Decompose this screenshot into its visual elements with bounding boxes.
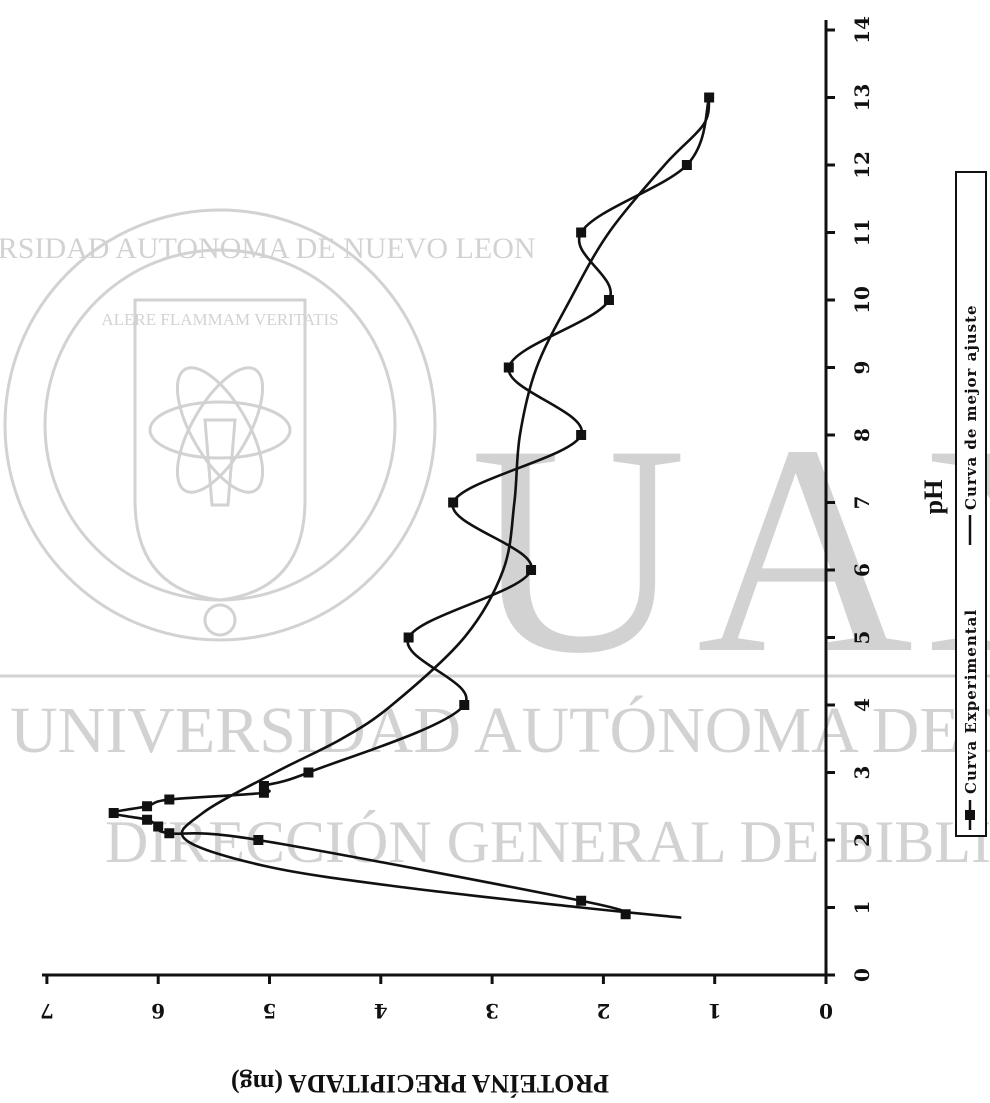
y-axis-title: PROTEÍNA PRECIPITADA (mg) bbox=[231, 1069, 609, 1098]
fit-curve bbox=[180, 97, 711, 919]
protein-tick-label: 6 bbox=[151, 999, 165, 1023]
experimental-point bbox=[164, 794, 175, 805]
protein-tick-label: 3 bbox=[485, 999, 499, 1023]
watermark-line-1: UNIVERSIDAD AUTÓNOMA DE NUEV bbox=[10, 694, 990, 767]
legend: Curva Experimental Curva de mejor ajuste bbox=[955, 171, 987, 837]
ph-tick-label: 11 bbox=[850, 219, 874, 247]
ph-tick-label: 8 bbox=[850, 428, 874, 442]
protein-tick-label: 7 bbox=[40, 999, 54, 1023]
protein-tick-label: 1 bbox=[708, 999, 722, 1023]
experimental-point bbox=[303, 767, 314, 778]
experimental-point bbox=[142, 814, 153, 825]
experimental-point bbox=[576, 227, 587, 238]
experimental-point bbox=[704, 92, 715, 103]
ph-tick-label: 3 bbox=[850, 766, 874, 780]
experimental-point bbox=[503, 362, 514, 373]
ph-tick-label: 9 bbox=[850, 361, 874, 375]
ph-tick-label: 7 bbox=[850, 496, 874, 510]
experimental-point bbox=[459, 700, 470, 710]
protein-tick-label: 4 bbox=[374, 999, 388, 1023]
experimental-point bbox=[576, 895, 587, 906]
university-seal bbox=[3, 208, 437, 642]
experimental-point bbox=[620, 909, 631, 920]
x-axis-title: pH bbox=[919, 480, 948, 515]
protein-tick-label: 5 bbox=[263, 999, 277, 1023]
ph-tick-label: 4 bbox=[850, 698, 874, 712]
experimental-point bbox=[526, 565, 537, 575]
ph-tick-label: 14 bbox=[850, 16, 874, 44]
watermark: UNIVERSIDAD AUTONOMA DE NUEVO LEON ALERE… bbox=[0, 208, 990, 875]
legend-box bbox=[955, 171, 987, 837]
experimental-point bbox=[403, 632, 414, 643]
watermark-big-letters: UAN bbox=[470, 383, 990, 715]
experimental-point bbox=[108, 808, 119, 818]
legend-experimental-label: Curva Experimental bbox=[962, 609, 980, 794]
ph-tick-label: 10 bbox=[850, 286, 874, 314]
ph-tick-label: 1 bbox=[850, 901, 874, 915]
experimental-point bbox=[153, 821, 164, 832]
seal-motto: ALERE FLAMMAM VERITATIS bbox=[101, 310, 338, 329]
experimental-point bbox=[448, 497, 459, 508]
ph-tick-label: 12 bbox=[850, 151, 874, 179]
legend-experimental-marker bbox=[965, 810, 975, 820]
experimental-point bbox=[576, 430, 587, 440]
experimental-point bbox=[253, 835, 264, 845]
protein-tick-label: 0 bbox=[819, 999, 833, 1023]
ph-tick-label: 6 bbox=[850, 563, 874, 577]
experimental-point bbox=[164, 828, 175, 839]
seal-ring-text: UNIVERSIDAD AUTONOMA DE NUEVO LEON bbox=[0, 232, 536, 265]
experimental-point bbox=[142, 801, 153, 812]
legend-fit-label: Curva de mejor ajuste bbox=[962, 304, 980, 510]
experimental-point bbox=[258, 781, 269, 791]
experimental-point bbox=[681, 160, 692, 170]
ph-tick-label: 5 bbox=[850, 631, 874, 645]
experimental-point bbox=[258, 787, 269, 798]
protein-tick-label: 2 bbox=[596, 999, 610, 1023]
ph-tick-label: 0 bbox=[850, 968, 874, 982]
experimental-point bbox=[603, 295, 614, 305]
ph-tick-label: 13 bbox=[850, 84, 874, 112]
ph-tick-label: 2 bbox=[850, 833, 874, 847]
